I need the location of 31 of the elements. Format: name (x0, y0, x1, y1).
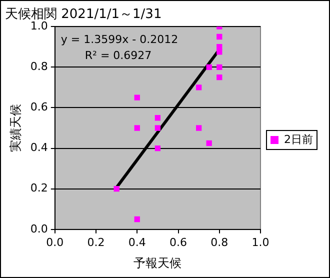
point (206, 140, 212, 146)
point (114, 186, 120, 192)
point (206, 64, 212, 70)
x-tick-label: 0.0 (46, 236, 64, 249)
point (216, 74, 222, 80)
y-tick-label: 0.6 (30, 100, 48, 114)
point (216, 49, 222, 55)
x-tick-label: 1.0 (252, 236, 270, 249)
annotation: y = 1.3599x - 0.2012 (60, 32, 178, 46)
point (134, 125, 140, 131)
legend-label: 2日前 (284, 132, 313, 146)
annotation: R² = 0.6927 (84, 48, 152, 62)
point (154, 125, 161, 131)
y-tick-label: 0.0 (30, 222, 48, 236)
x-tick-label: 0.2 (87, 236, 105, 249)
y-tick-label: 0.8 (30, 60, 48, 74)
point (154, 145, 161, 152)
x-axis-title: 予報天候 (134, 256, 182, 270)
y-axis-title: 実績天候 (8, 104, 22, 152)
y-tick-label: 0.4 (30, 141, 48, 154)
point (134, 216, 140, 222)
point (196, 125, 202, 131)
point (196, 84, 202, 90)
point (216, 64, 222, 70)
x-tick-label: 0.6 (170, 236, 188, 249)
y-tick-label: 0.2 (30, 182, 48, 195)
point (216, 34, 222, 40)
point (134, 94, 140, 100)
x-tick-label: 0.4 (128, 236, 146, 249)
point (154, 115, 161, 121)
x-tick-label: 0.8 (210, 236, 228, 249)
